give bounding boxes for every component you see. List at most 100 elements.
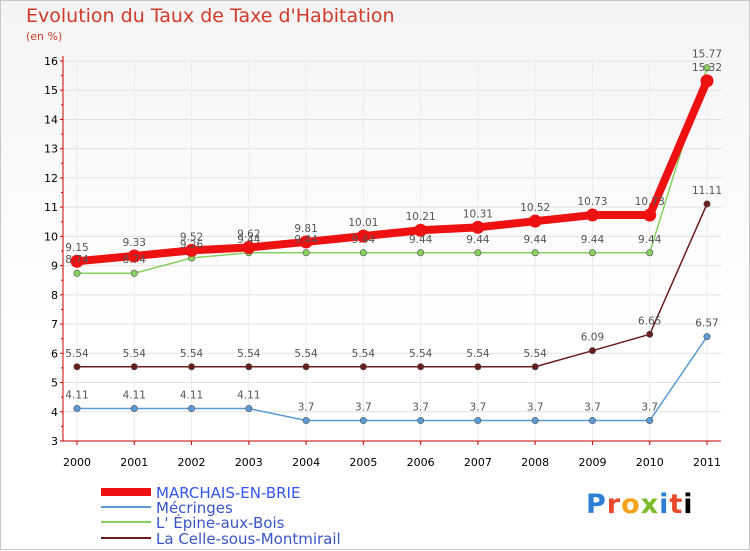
- y-tick-label: 15: [44, 84, 58, 97]
- data-label: 4.11: [180, 390, 203, 402]
- legend-label: La Celle-sous-Montmirail: [156, 530, 341, 548]
- data-label: 3.7: [355, 402, 372, 414]
- data-label: 5.54: [352, 348, 376, 360]
- y-tick-label: 5: [51, 377, 58, 390]
- data-label: 5.54: [180, 348, 204, 360]
- data-label: 9.44: [523, 234, 547, 246]
- data-point: [302, 249, 310, 257]
- data-label: 5.54: [523, 348, 547, 360]
- legend-label: L' Épine-aux-Bois: [156, 513, 285, 532]
- data-label: 9.33: [123, 237, 146, 249]
- data-label: 5.54: [294, 348, 318, 360]
- data-point: [302, 417, 310, 425]
- data-point: [188, 363, 196, 371]
- data-label: 3.7: [527, 402, 544, 414]
- y-tick-label: 6: [51, 347, 58, 360]
- y-tick-label: 4: [51, 406, 58, 419]
- data-label: 4.11: [65, 390, 88, 402]
- x-tick-label: 2007: [464, 456, 492, 469]
- y-tick-label: 8: [51, 289, 58, 302]
- data-point: [188, 405, 196, 413]
- data-point: [414, 223, 428, 237]
- data-label: 8.74: [123, 254, 147, 266]
- data-label: 6.09: [581, 332, 604, 344]
- data-label: 9.44: [409, 234, 433, 246]
- y-tick-label: 7: [51, 318, 58, 331]
- data-point: [359, 249, 367, 257]
- data-label: 6.65: [638, 315, 661, 327]
- data-point: [531, 249, 539, 257]
- chart-unit-label: (en %): [26, 30, 63, 43]
- legend-label: MARCHAIS-EN-BRIE: [156, 484, 300, 502]
- data-point: [70, 254, 84, 268]
- data-point: [417, 417, 425, 425]
- y-tick-label: 3: [51, 435, 58, 448]
- data-label: 9.44: [237, 234, 261, 246]
- data-point: [646, 417, 654, 425]
- data-point: [73, 363, 81, 371]
- data-point: [130, 363, 138, 371]
- data-label: 10.73: [577, 196, 607, 208]
- data-label: 3.7: [412, 402, 429, 414]
- y-tick-label: 11: [44, 201, 58, 214]
- y-tick-label: 14: [44, 113, 58, 126]
- data-label: 9.44: [466, 234, 490, 246]
- data-point: [417, 249, 425, 257]
- data-point: [245, 405, 253, 413]
- data-point: [73, 405, 81, 413]
- y-tick-label: 9: [51, 260, 58, 273]
- data-point: [359, 363, 367, 371]
- series-line-3: [76, 203, 708, 368]
- data-label: 9.44: [638, 234, 662, 246]
- y-tick-label: 12: [44, 172, 58, 185]
- data-point: [703, 333, 711, 341]
- series-line-1: [76, 335, 708, 422]
- chart-title: Evolution du Taux de Taxe d'Habitation: [26, 5, 395, 27]
- data-label: 10.52: [520, 202, 550, 214]
- data-point: [531, 417, 539, 425]
- data-label: 9.44: [294, 234, 318, 246]
- data-point: [585, 208, 599, 222]
- data-label: 15.32: [692, 62, 722, 74]
- x-tick-label: 2005: [349, 456, 377, 469]
- data-label: 5.54: [466, 348, 490, 360]
- x-tick-label: 2002: [178, 456, 206, 469]
- data-label: 4.11: [237, 390, 260, 402]
- data-point: [130, 269, 138, 277]
- data-label: 9.52: [180, 231, 203, 243]
- data-point: [643, 208, 657, 222]
- x-tick-label: 2009: [578, 456, 606, 469]
- x-tick-label: 2008: [521, 456, 549, 469]
- x-tick-label: 2000: [63, 456, 91, 469]
- data-point: [588, 347, 596, 355]
- data-label: 3.7: [641, 402, 658, 414]
- data-label: 9.44: [581, 234, 605, 246]
- series-line-0: [73, 76, 711, 266]
- data-label: 10.73: [635, 196, 665, 208]
- y-tick-label: 13: [44, 143, 58, 156]
- x-tick-label: 2010: [636, 456, 664, 469]
- data-label: 8.74: [65, 254, 89, 266]
- data-point: [474, 363, 482, 371]
- data-label: 5.54: [409, 348, 433, 360]
- x-tick-label: 2004: [292, 456, 320, 469]
- data-label: 11.11: [692, 185, 722, 197]
- data-point: [588, 417, 596, 425]
- legend-label: Mécringes: [156, 499, 233, 517]
- data-point: [417, 363, 425, 371]
- data-point: [703, 200, 711, 208]
- data-point: [646, 330, 654, 338]
- data-label: 9.44: [352, 234, 376, 246]
- data-label: 15.77: [692, 49, 722, 61]
- data-point: [130, 405, 138, 413]
- data-point: [356, 229, 370, 243]
- data-point: [302, 363, 310, 371]
- series-line-2: [76, 66, 708, 274]
- data-point: [245, 363, 253, 371]
- data-label: 10.01: [348, 217, 378, 229]
- data-point: [700, 74, 714, 88]
- data-point: [474, 417, 482, 425]
- data-label: 10.21: [406, 211, 436, 223]
